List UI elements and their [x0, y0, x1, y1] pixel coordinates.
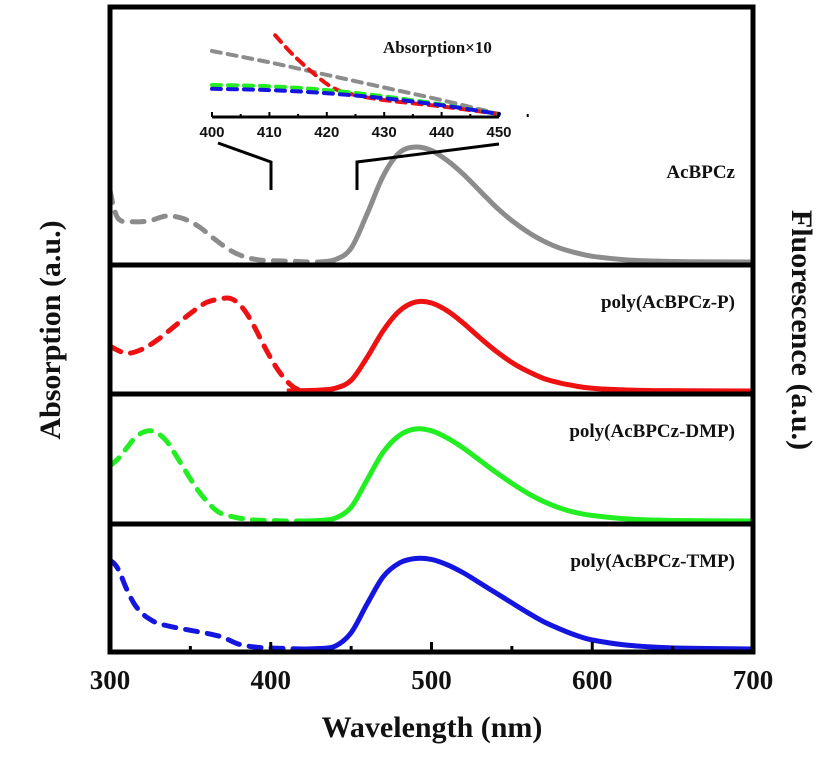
x-tick-label: 600 [572, 665, 613, 695]
inset-line-2 [210, 83, 501, 116]
panel-2: poly(AcBPCz-DMP) [107, 421, 754, 524]
y-axis-label-right: Fluorescence (a.u.) [785, 210, 818, 450]
inset-x-tick-label: 410 [257, 124, 282, 141]
fluorescence-line-1 [286, 298, 754, 394]
fluorescence-line-0 [318, 144, 754, 265]
inset-line-0 [210, 49, 501, 116]
inset-x-tick-label: 430 [372, 124, 397, 141]
x-tick-label: 400 [251, 665, 292, 695]
inset-bracket-left [217, 141, 273, 190]
inset-line-3 [210, 86, 501, 116]
absorption-line-3 [107, 557, 338, 652]
panel-label-1: poly(AcBPCz-P) [601, 292, 735, 313]
inset: 400 410 420 430 440 450 Absorption×10 [199, 33, 529, 190]
inset-x-tick-label: 420 [314, 124, 339, 141]
y-axis-label-left: Absorption (a.u.) [34, 220, 67, 439]
x-axis: 300 400 500 600 700 [90, 642, 774, 695]
x-axis-label: Wavelength (nm) [322, 711, 543, 744]
inset-x-tick-label: 440 [429, 124, 454, 141]
fluorescence-line-3 [302, 555, 754, 652]
inset-title: Absorption×10 [383, 38, 492, 57]
panel-1: poly(AcBPCz-P) [107, 292, 754, 394]
absorption-line-2 [107, 428, 306, 524]
panel-label-3: poly(AcBPCz-TMP) [570, 551, 735, 572]
absorption-line-0 [107, 188, 330, 265]
panel-label-2: poly(AcBPCz-DMP) [569, 421, 735, 442]
inset-bracket-right [355, 142, 500, 190]
frame [107, 4, 756, 655]
x-tick-label: 700 [733, 665, 774, 695]
x-tick-label: 300 [90, 665, 131, 695]
panel-label-0: AcBPCz [666, 162, 735, 183]
inset-x-tick-label: 450 [486, 124, 511, 141]
panel-0: AcBPCz [107, 144, 754, 265]
panel-3: poly(AcBPCz-TMP) [107, 551, 754, 652]
inset-x-tick-label: 400 [199, 124, 224, 141]
absorption-line-1 [107, 295, 306, 394]
fluorescence-line-2 [302, 426, 754, 524]
panels-layer: AcBPCz poly(AcBPCz-P) poly(AcBPCz-DMP) poly… [107, 144, 754, 652]
x-tick-label: 500 [411, 665, 452, 695]
